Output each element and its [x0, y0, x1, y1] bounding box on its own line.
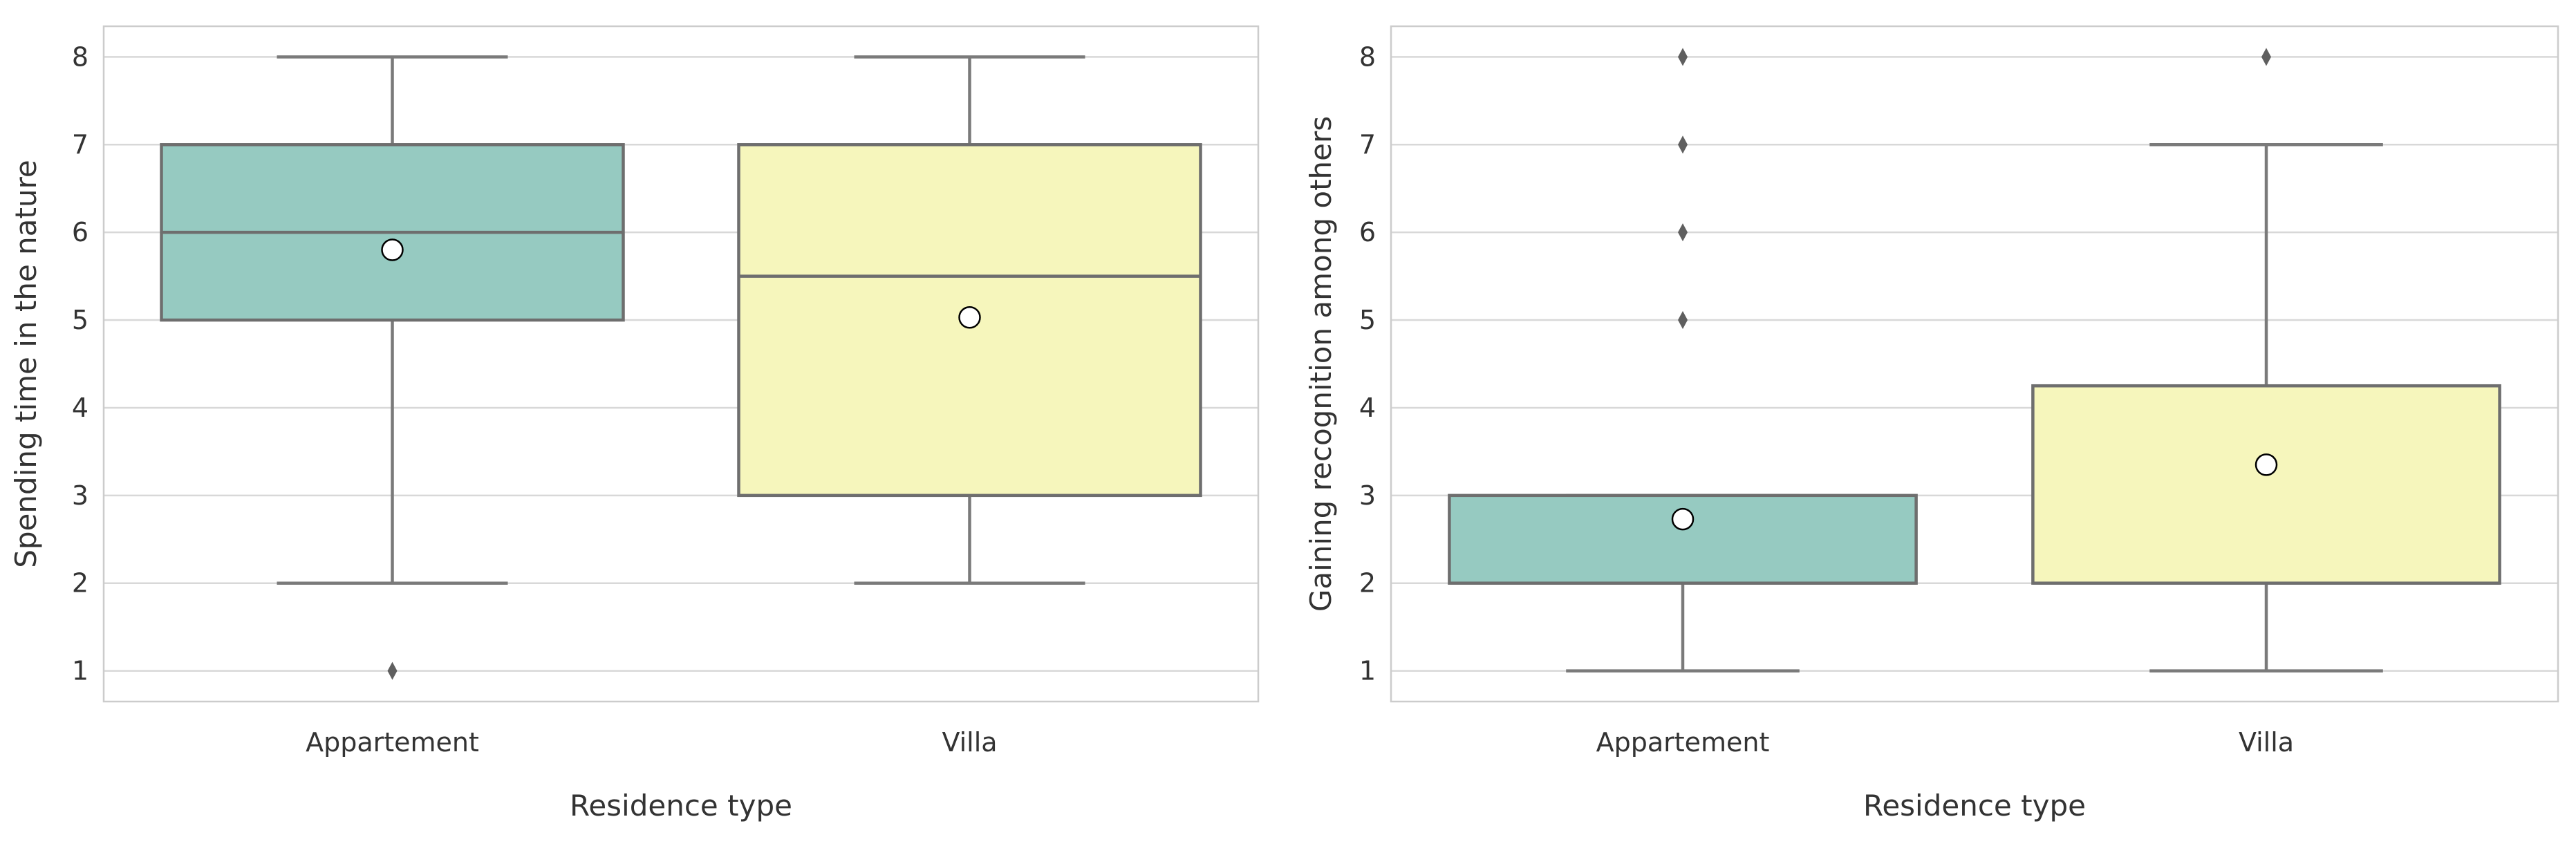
mean-marker [2255, 453, 2278, 476]
x-tick-label: Villa [2239, 727, 2294, 758]
mean-marker [958, 306, 981, 329]
y-tick-label: 1 [72, 656, 88, 686]
outlier-point [387, 661, 398, 680]
plot-frame [1390, 25, 2559, 703]
y-tick-label: 1 [1359, 656, 1376, 686]
y-tick-label: 4 [72, 393, 88, 423]
outlier-point [1678, 311, 1688, 330]
y-tick-label: 5 [72, 305, 88, 335]
y-tick-label: 6 [1359, 217, 1376, 247]
box-villa [737, 55, 1202, 585]
x-tick-label: Appartement [1596, 727, 1770, 758]
box-appartement [1448, 48, 1918, 673]
y-tick-label: 8 [1359, 41, 1376, 72]
box-villa [2031, 48, 2501, 673]
x-tick-label: Appartement [306, 727, 479, 758]
y-tick-label: 8 [72, 41, 88, 72]
y-tick-label: 6 [72, 217, 88, 247]
y-axis-label: Spending time in the nature [9, 160, 43, 568]
y-tick-label: 4 [1359, 393, 1376, 423]
mean-marker [1671, 507, 1695, 531]
box-appartement [160, 55, 625, 680]
y-tick-label: 2 [72, 568, 88, 599]
outlier-point [1678, 135, 1688, 154]
mean-marker [381, 238, 404, 261]
y-tick-label: 2 [1359, 568, 1376, 599]
chart-right: 1 2 3 4 5 6 7 8 Appartement Villa Residence type Ga… [1304, 25, 2559, 822]
x-axis-label: Residence type [1863, 789, 2086, 822]
y-tick-label: 3 [72, 480, 88, 511]
plot-frame [102, 25, 1260, 703]
y-tick-label: 7 [72, 129, 88, 160]
chart-left: 1 2 3 4 5 6 7 8 Appartement Villa Residence type Sp… [9, 25, 1260, 822]
box-iqr [2031, 384, 2501, 585]
outlier-point [1678, 223, 1688, 242]
y-tick-label: 5 [1359, 305, 1376, 335]
y-axis-label: Gaining recognition among others [1304, 116, 1338, 612]
y-tick-label: 7 [1359, 129, 1376, 160]
y-tick-label: 3 [1359, 480, 1376, 511]
outlier-point [1678, 48, 1688, 66]
x-axis-label: Residence type [570, 789, 792, 822]
x-tick-label: Villa [942, 727, 997, 758]
outlier-point [2261, 48, 2271, 66]
